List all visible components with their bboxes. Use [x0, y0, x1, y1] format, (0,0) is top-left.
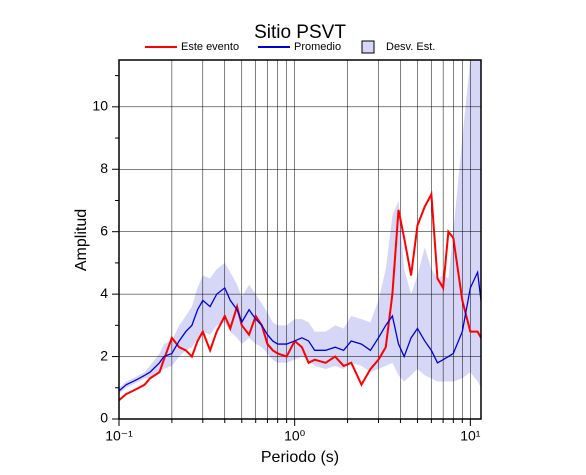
x-axis-label: Periodo (s) — [261, 449, 339, 466]
chart-title: Sitio PSVT — [254, 22, 346, 43]
y-tick-label: 0 — [100, 410, 108, 426]
series-line — [118, 190, 482, 402]
legend-label: Este evento — [181, 41, 239, 53]
legend-swatch — [361, 40, 375, 54]
x-tick-label: 10⁰ — [284, 428, 306, 444]
x-tick-label: 10¹ — [460, 428, 481, 444]
y-tick-label: 6 — [100, 222, 108, 238]
plot-frame — [118, 59, 482, 420]
y-tick-label: 2 — [100, 347, 108, 363]
series-line — [118, 269, 482, 392]
y-tick-label: 8 — [100, 160, 108, 176]
x-tick-label: 10⁻¹ — [105, 428, 133, 444]
legend-label: Promedio — [294, 41, 341, 53]
y-tick-label: 10 — [92, 98, 108, 114]
y-axis-label: Amplitud — [73, 209, 90, 271]
y-tick-label: 4 — [100, 285, 108, 301]
legend-label: Desv. Est. — [386, 41, 435, 53]
